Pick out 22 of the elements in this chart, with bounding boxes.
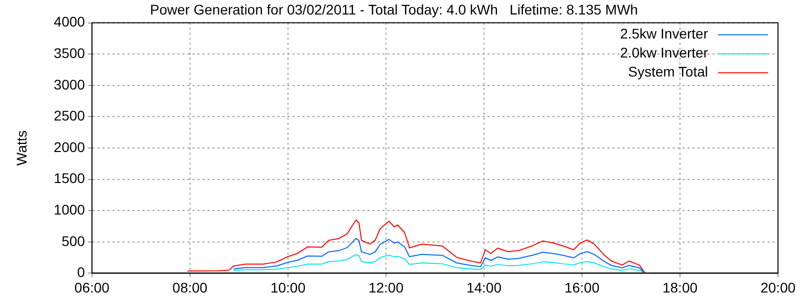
y-tick-label: 1500 (54, 170, 86, 186)
y-tick-label: 0 (77, 264, 86, 280)
legend-label: 2.0kw Inverter (620, 44, 708, 61)
chart-title: Power Generation for 03/02/2011 - Total Today: 4.0 kWh Lifetime: 8.135 MWh (150, 1, 638, 18)
legend-label: System Total (628, 64, 708, 80)
x-tick-label: 10:00 (270, 279, 306, 296)
y-tick-label: 500 (62, 232, 86, 249)
y-tick-label: 4000 (54, 14, 86, 30)
y-axis-title: Watts (13, 130, 30, 166)
y-tick-label: 3500 (54, 44, 86, 61)
x-tick-label: 20:00 (760, 279, 796, 296)
x-tick-label: 08:00 (172, 279, 208, 296)
x-tick-label: 06:00 (74, 279, 110, 296)
y-tick-label: 2500 (54, 108, 86, 124)
x-tick-label: 14:00 (466, 279, 502, 296)
legend-label: 2.5kw Inverter (620, 26, 708, 42)
y-tick-label: 3000 (54, 76, 86, 92)
y-tick-label: 2000 (54, 138, 86, 155)
x-tick-label: 12:00 (368, 279, 404, 296)
x-tick-label: 16:00 (564, 279, 600, 296)
y-tick-label: 1000 (54, 201, 86, 218)
x-tick-label: 18:00 (662, 279, 698, 296)
